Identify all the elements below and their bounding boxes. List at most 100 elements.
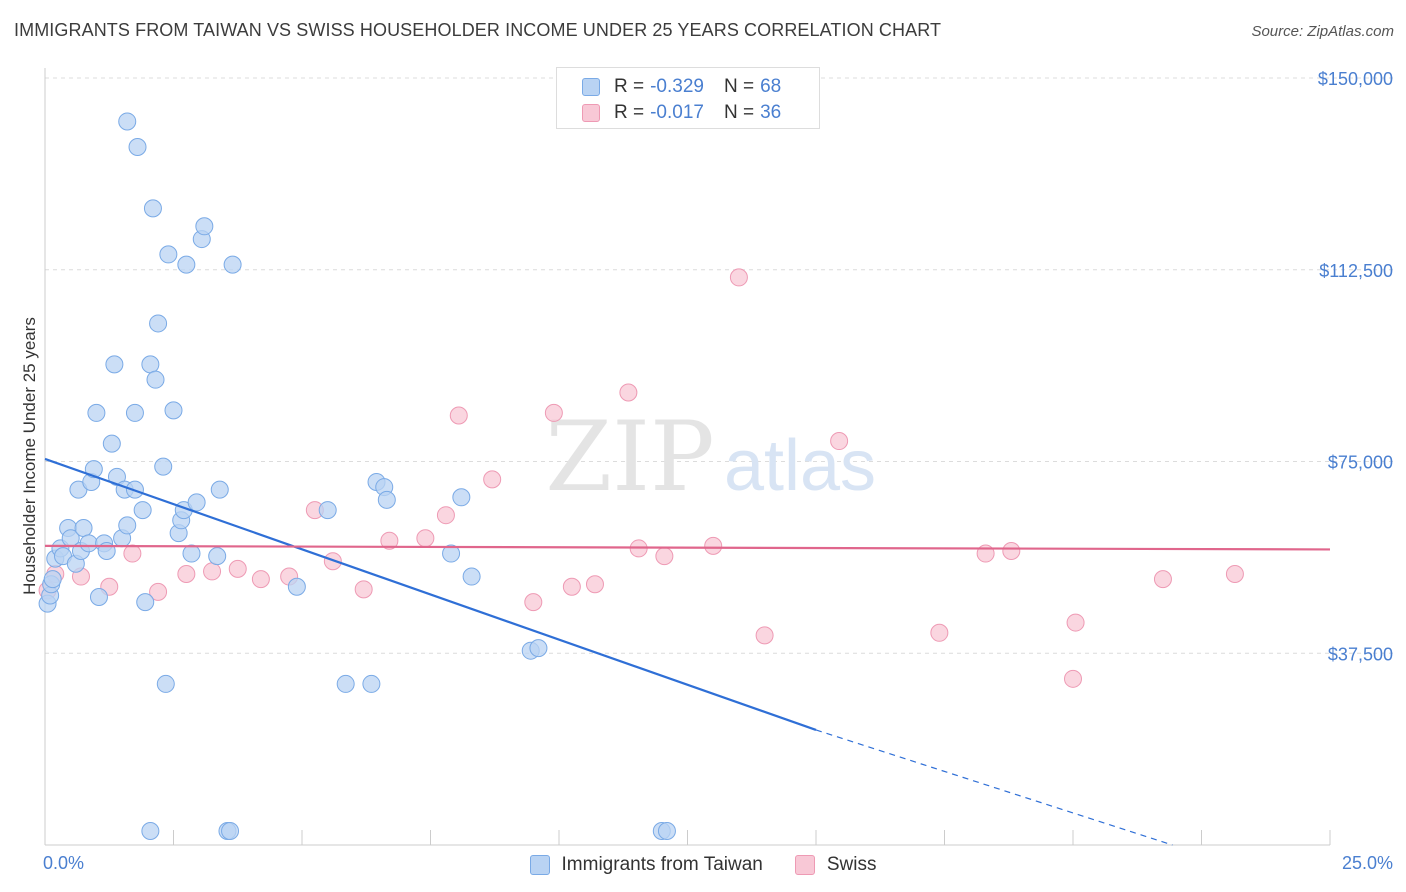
- taiwan-point: [164, 401, 183, 420]
- x-tick-label-min: 0.0%: [43, 853, 84, 873]
- taiwan-point: [442, 544, 461, 563]
- taiwan-point: [159, 245, 178, 264]
- watermark: ZIP atlas: [545, 401, 876, 513]
- legend-row-swiss: R = -0.017 N = 36: [557, 99, 781, 127]
- taiwan-point: [208, 547, 227, 566]
- legend-n-label: N =: [723, 76, 755, 97]
- legend-item-taiwan[interactable]: Immigrants from Taiwan: [529, 854, 763, 876]
- swiss-point: [436, 506, 455, 525]
- y-tick-label: $112,500: [1319, 261, 1393, 281]
- taiwan-point: [318, 501, 337, 520]
- taiwan-points: [38, 112, 676, 840]
- swiss-trend-line: [44, 544, 1331, 551]
- taiwan-point: [118, 516, 137, 535]
- legend-r-label: R =: [614, 102, 645, 123]
- legend-r-value: -0.017: [650, 102, 704, 123]
- taiwan-point: [195, 217, 214, 236]
- taiwan-point: [657, 822, 676, 840]
- taiwan-point: [74, 518, 93, 537]
- swiss-point: [619, 383, 638, 402]
- taiwan-point: [102, 434, 121, 453]
- swiss-point: [1002, 541, 1021, 560]
- taiwan-point: [89, 588, 108, 607]
- swiss-point: [449, 406, 468, 425]
- taiwan-point: [43, 570, 62, 589]
- swiss-point: [416, 529, 435, 548]
- tick-labels: $37,500 $75,000 $112,500 $150,000 0.0% 25.0%: [43, 69, 1393, 873]
- stats-legend: R = -0.329 N = 68 R = -0.017 N = 36: [556, 67, 820, 129]
- taiwan-point: [336, 674, 355, 693]
- taiwan-swatch: [582, 78, 600, 96]
- taiwan-point: [143, 199, 162, 218]
- swiss-point: [1066, 613, 1085, 632]
- taiwan-point: [187, 493, 206, 512]
- taiwan-point: [125, 403, 144, 422]
- swiss-swatch: [582, 104, 600, 122]
- taiwan-point: [87, 403, 106, 422]
- taiwan-point: [221, 822, 240, 840]
- legend-r-value: -0.329: [650, 76, 704, 97]
- swiss-legend-swatch: [794, 855, 815, 875]
- series-legend: Immigrants from Taiwan Swiss: [0, 851, 1406, 879]
- taiwan-point: [133, 501, 152, 520]
- taiwan-point: [223, 255, 242, 274]
- swiss-point: [1225, 564, 1244, 583]
- y-tick-label: $75,000: [1328, 453, 1393, 473]
- swiss-point: [930, 623, 949, 642]
- swiss-point: [251, 570, 270, 589]
- taiwan-legend-swatch: [529, 855, 550, 875]
- taiwan-point: [154, 457, 173, 476]
- watermark-atlas: atlas: [724, 426, 876, 506]
- swiss-point: [228, 559, 247, 578]
- taiwan-point: [149, 314, 168, 333]
- y-tick-label: $37,500: [1328, 644, 1393, 664]
- swiss-point: [585, 575, 604, 594]
- swiss-point: [380, 531, 399, 550]
- watermark-zip: ZIP: [545, 401, 714, 513]
- trend-lines: [44, 457, 1331, 846]
- taiwan-point: [84, 460, 103, 479]
- swiss-point: [544, 403, 563, 422]
- taiwan-point: [377, 490, 396, 509]
- swiss-point: [655, 547, 674, 566]
- taiwan-point: [136, 593, 155, 612]
- gridlines: [45, 77, 1395, 654]
- taiwan-point: [362, 674, 381, 693]
- taiwan-point: [529, 639, 548, 658]
- swiss-point: [704, 536, 723, 555]
- axes: [44, 68, 1331, 846]
- swiss-point: [149, 582, 168, 601]
- legend-label-swiss: Swiss: [826, 854, 877, 875]
- swiss-point: [524, 593, 543, 612]
- swiss-point: [177, 564, 196, 583]
- taiwan-point: [462, 567, 481, 586]
- taiwan-point: [141, 822, 160, 840]
- taiwan-point: [452, 488, 471, 507]
- taiwan-point: [177, 255, 196, 274]
- legend-item-swiss[interactable]: Swiss: [794, 854, 877, 876]
- taiwan-point: [128, 138, 147, 157]
- swiss-point: [1064, 669, 1082, 688]
- taiwan-point: [182, 544, 201, 563]
- swiss-point: [483, 470, 502, 489]
- legend-n-value: 36: [760, 102, 782, 123]
- taiwan-point: [79, 534, 98, 553]
- legend-r-label: R =: [614, 76, 645, 97]
- swiss-point: [830, 432, 849, 451]
- swiss-point: [203, 562, 222, 581]
- taiwan-trend-extension: [815, 729, 1173, 846]
- taiwan-point: [118, 112, 137, 131]
- swiss-point: [755, 626, 774, 645]
- taiwan-point: [141, 355, 160, 374]
- legend-label-taiwan: Immigrants from Taiwan: [561, 854, 763, 875]
- taiwan-point: [146, 370, 165, 389]
- chart-title: IMMIGRANTS FROM TAIWAN VS SWISS HOUSEHOL…: [14, 20, 942, 40]
- taiwan-point: [156, 674, 175, 693]
- taiwan-point: [105, 355, 124, 374]
- legend-row-taiwan: R = -0.329 N = 68: [557, 73, 781, 101]
- x-tick-label-max: 25.0%: [1342, 853, 1393, 873]
- swiss-point: [123, 544, 142, 563]
- swiss-point: [354, 580, 373, 599]
- legend-n-value: 68: [760, 76, 782, 97]
